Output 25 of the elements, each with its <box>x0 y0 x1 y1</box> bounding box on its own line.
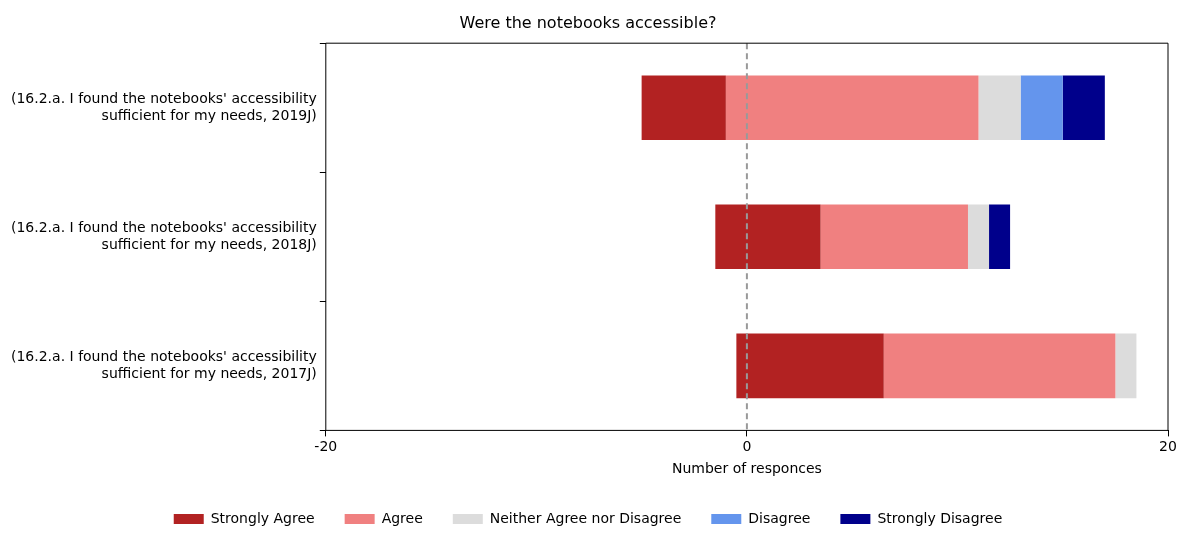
bar <box>715 204 821 270</box>
x-tick-label: -20 <box>314 438 338 455</box>
bar <box>1062 75 1105 140</box>
x-tick-label: 0 <box>742 438 752 455</box>
y-tick-label: (16.2.a. I found the notebooks' accessibility sufficient for my needs, 2019J) <box>10 89 317 123</box>
bar <box>883 333 1116 399</box>
bar <box>978 75 1021 140</box>
legend-label: Neither Agree nor Disagree <box>489 509 682 526</box>
bar <box>820 204 968 270</box>
bar <box>641 75 726 140</box>
legend-label: Strongly Disagree <box>877 509 1003 526</box>
legend-label: Strongly Agree <box>210 509 315 526</box>
bar <box>725 75 979 140</box>
bar <box>967 204 990 270</box>
y-tick-label: (16.2.a. I found the notebooks' accessibility sufficient for my needs, 2017J) <box>10 348 317 381</box>
bar <box>1020 75 1063 140</box>
legend-label: Disagree <box>748 509 811 526</box>
bar <box>736 333 884 399</box>
y-tick-label: (16.2.a. I found the notebooks' accessibility sufficient for my needs, 2018J) <box>10 219 317 252</box>
legend-label: Agree <box>381 509 423 526</box>
x-tick-label: 20 <box>1159 438 1177 455</box>
x-axis-title: Number of responces <box>671 460 822 477</box>
bar <box>1115 333 1137 399</box>
chart-title: Were the notebooks accessible? <box>459 12 717 32</box>
bar <box>989 204 1011 270</box>
